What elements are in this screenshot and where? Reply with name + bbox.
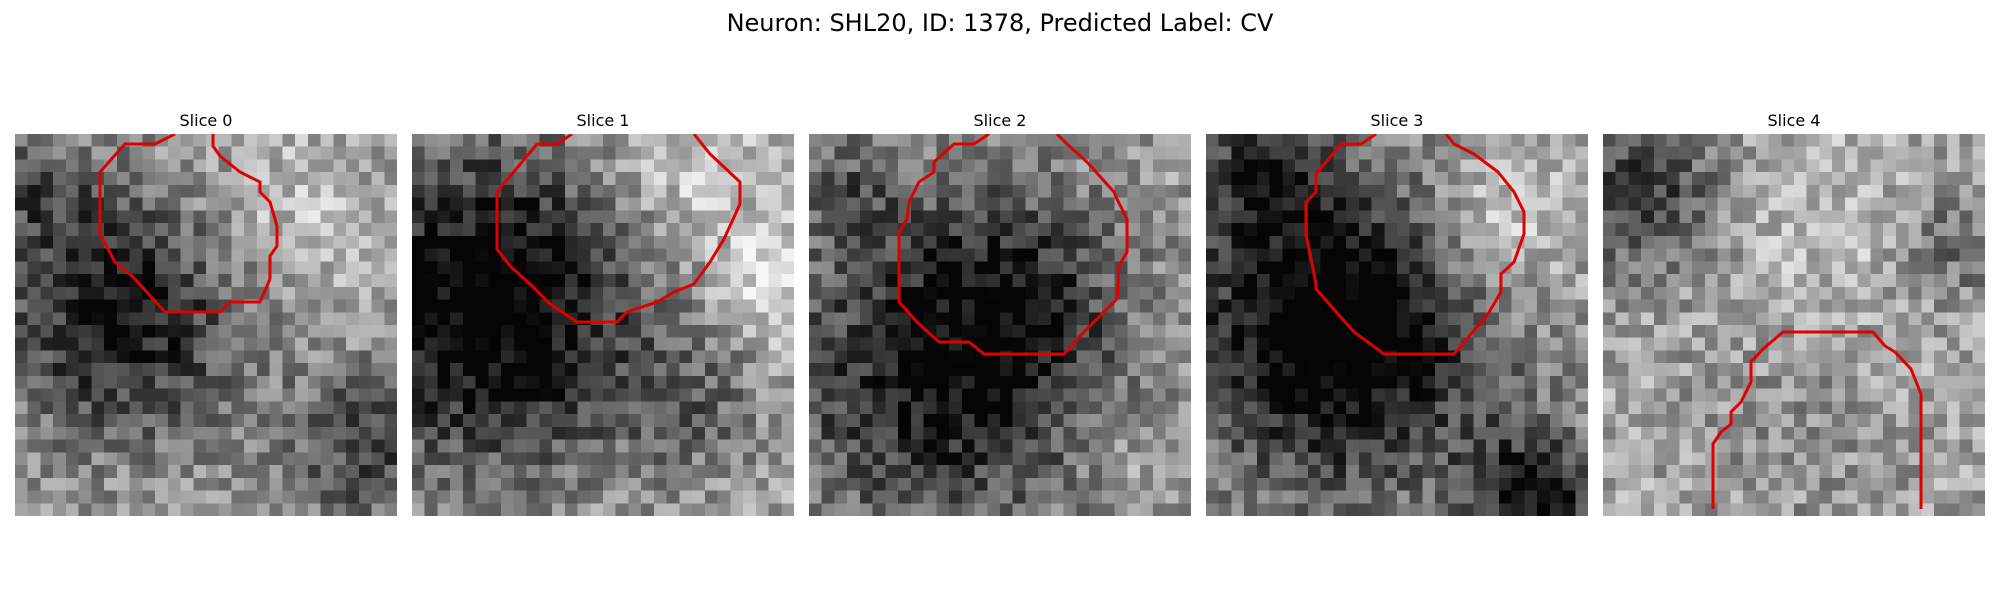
figure-suptitle: Neuron: SHL20, ID: 1378, Predicted Label… (726, 9, 1274, 37)
slice-title: Slice 3 (1370, 111, 1424, 130)
roi-contour (1711, 330, 1923, 509)
grayscale-patch (1206, 134, 1588, 516)
slice-title: Slice 4 (1767, 111, 1821, 130)
slice-title: Slice 0 (179, 111, 233, 130)
slice-image (809, 134, 1191, 516)
slice-image (15, 134, 397, 516)
grayscale-patch (15, 134, 397, 516)
slice-image (1206, 134, 1588, 516)
slice-image (412, 134, 794, 516)
roi-contour (98, 134, 279, 314)
roi-contour (897, 134, 1129, 356)
roi-contour (1304, 134, 1526, 356)
slice-panel-2: Slice 2 (809, 110, 1191, 516)
slice-image (1603, 134, 1985, 516)
slice-panel-0: Slice 0 (15, 110, 397, 516)
slice-title: Slice 1 (576, 111, 630, 130)
grayscale-patch (412, 134, 794, 516)
slice-title: Slice 2 (973, 111, 1027, 130)
slice-panel-3: Slice 3 (1206, 110, 1588, 516)
roi-contour (495, 134, 742, 324)
slice-panel-1: Slice 1 (412, 110, 794, 516)
slice-panel-4: Slice 4 (1603, 110, 1985, 516)
grayscale-patch (809, 134, 1191, 516)
